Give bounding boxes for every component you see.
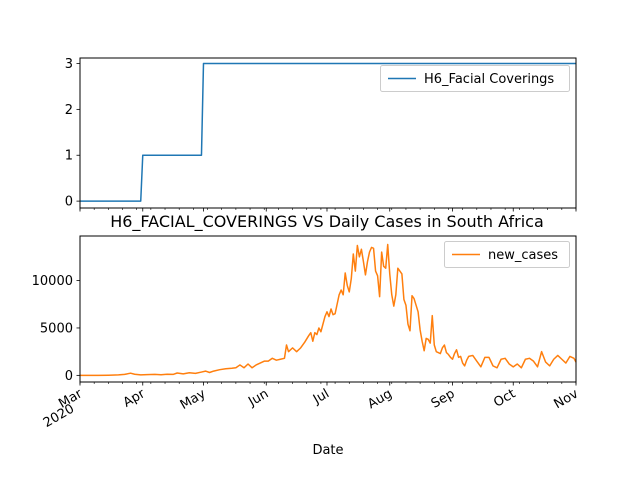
top-legend: H6_Facial Coverings (380, 65, 570, 92)
y-tick-label: 0 (65, 369, 73, 384)
y-tick-label: 5000 (40, 321, 73, 336)
series-line-h6-facial-coverings (80, 62, 576, 202)
y-tick-label: 0 (65, 195, 73, 210)
y-tick-label: 3 (65, 57, 73, 72)
y-tick-label: 1 (65, 149, 73, 164)
y-tick-label: 10000 (32, 274, 73, 289)
top-axes: 0 1 2 3 H6_Facial Coverings (65, 57, 577, 212)
bottom-legend-box (444, 241, 570, 268)
bottom-legend-label: new_cases (488, 248, 558, 263)
bottom-legend: new_cases (444, 241, 570, 268)
series-line-new-cases (79, 243, 577, 377)
top-legend-label: H6_Facial Coverings (424, 72, 554, 87)
x-tick-label: Jul (310, 386, 332, 407)
x-axis-label: Date (312, 443, 343, 458)
bottom-axes-frame (79, 235, 577, 383)
y-tick-label: 2 (65, 103, 73, 118)
top-legend-box (380, 65, 570, 92)
chart-title: H6_FACIAL_COVERINGS VS Daily Cases in So… (110, 212, 544, 232)
top-axes-frame (79, 57, 577, 209)
